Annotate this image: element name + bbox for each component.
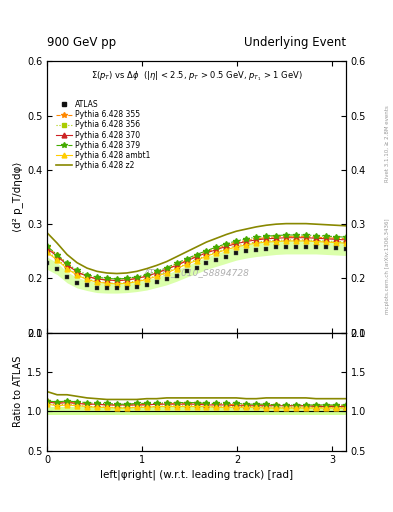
Text: $\Sigma(p_T)$ vs $\Delta\phi$  ($|\eta|$ < 2.5, $p_T$ > 0.5 GeV, $p_{T_1}$ > 1 G: $\Sigma(p_T)$ vs $\Delta\phi$ ($|\eta|$ … (91, 70, 302, 83)
Text: Rivet 3.1.10, ≥ 2.8M events: Rivet 3.1.10, ≥ 2.8M events (385, 105, 390, 182)
Text: 900 GeV pp: 900 GeV pp (47, 36, 116, 49)
Legend: ATLAS, Pythia 6.428 355, Pythia 6.428 356, Pythia 6.428 370, Pythia 6.428 379, P: ATLAS, Pythia 6.428 355, Pythia 6.428 35… (54, 98, 152, 172)
Text: Underlying Event: Underlying Event (244, 36, 346, 49)
Y-axis label: Ratio to ATLAS: Ratio to ATLAS (13, 356, 23, 428)
Text: mcplots.cern.ch [arXiv:1306.3436]: mcplots.cern.ch [arXiv:1306.3436] (385, 219, 390, 314)
Text: ATLAS_2010_S8894728: ATLAS_2010_S8894728 (143, 268, 250, 278)
Y-axis label: ⟨d² p_T/dηdφ⟩: ⟨d² p_T/dηdφ⟩ (12, 162, 23, 232)
X-axis label: left|φright| (w.r.t. leading track) [rad]: left|φright| (w.r.t. leading track) [rad… (100, 470, 293, 480)
